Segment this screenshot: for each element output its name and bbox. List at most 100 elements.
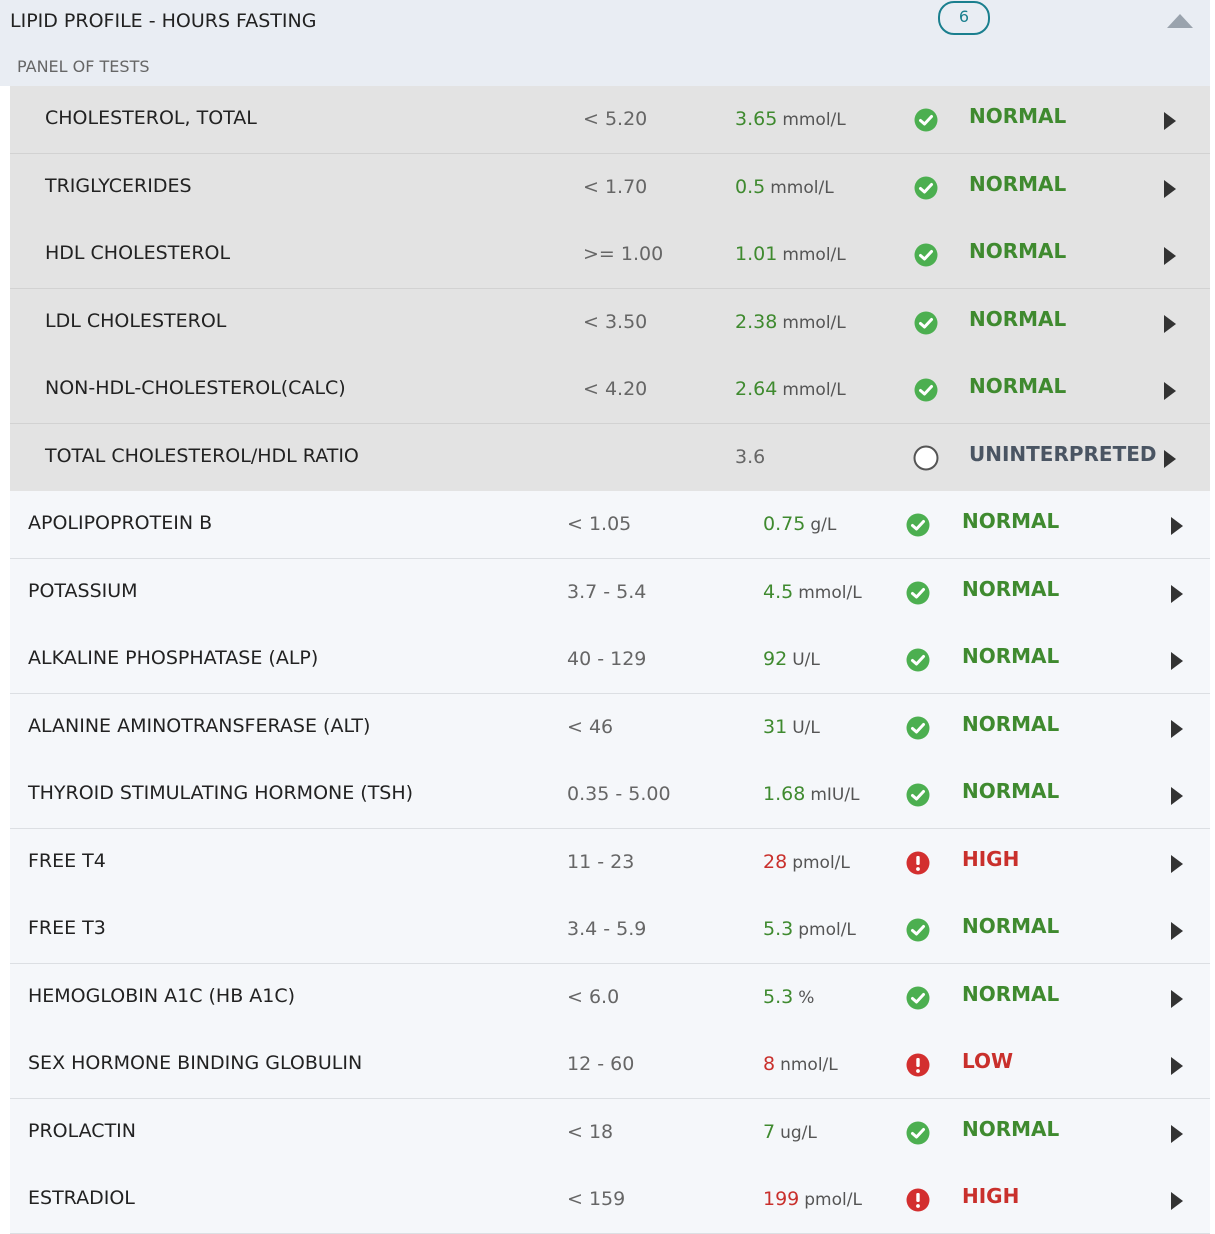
result-row[interactable]: ESTRADIOL < 159 199 pmol/L HIGH bbox=[10, 1166, 1210, 1234]
status-icon bbox=[914, 378, 938, 402]
value-number: 2.64 bbox=[735, 378, 778, 400]
panel-title: LIPID PROFILE - HOURS FASTING bbox=[10, 10, 317, 32]
status-icon bbox=[914, 176, 938, 199]
value-unit: mmol/L bbox=[798, 582, 862, 603]
status-label: HIGH bbox=[962, 1184, 1020, 1208]
status-label: NORMAL bbox=[962, 711, 1060, 736]
result-row[interactable]: FREE T4 11 - 23 28 pmol/L HIGH bbox=[10, 828, 1210, 897]
reference-range: 40 - 129 bbox=[567, 648, 647, 670]
row-arrow bbox=[1171, 1057, 1183, 1075]
reference-range: 0.35 - 5.00 bbox=[567, 783, 671, 805]
status-label: NORMAL bbox=[969, 374, 1067, 398]
test-name: THYROID STIMULATING HORMONE (TSH) bbox=[28, 782, 414, 804]
value-number: 7 bbox=[763, 1120, 776, 1143]
result-row[interactable]: NON-HDL-CHOLESTEROL(CALC) < 4.20 2.64 mmol/… bbox=[10, 356, 1210, 424]
status-label: UNINTERPRETED bbox=[969, 441, 1157, 466]
count-badge: 6 bbox=[938, 1, 990, 35]
status-icon bbox=[914, 243, 938, 267]
row-arrow bbox=[1171, 854, 1183, 873]
status-icon bbox=[913, 445, 939, 470]
result-row[interactable]: PROLACTIN < 18 7 ug/L NORMAL bbox=[10, 1098, 1210, 1167]
result-row[interactable]: SEX HORMONE BINDING GLOBULIN 12 - 60 8 nmol… bbox=[10, 1031, 1210, 1099]
status-icon bbox=[914, 108, 938, 132]
value-unit: nmol/L bbox=[780, 1055, 838, 1075]
result-value: 7 ug/L bbox=[763, 1121, 817, 1143]
test-name: ESTRADIOL bbox=[28, 1187, 135, 1209]
result-value: 3.6 bbox=[735, 446, 765, 468]
result-row[interactable]: TOTAL CHOLESTEROL/HDL RATIO 3.6 UNINTERPRE… bbox=[10, 423, 1210, 492]
result-row[interactable]: APOLIPOPROTEIN B < 1.05 0.75 g/L NORMAL bbox=[10, 491, 1210, 559]
result-value: 5.3 pmol/L bbox=[763, 918, 856, 940]
result-row[interactable]: POTASSIUM 3.7 - 5.4 4.5 mmol/L NORMAL bbox=[10, 558, 1210, 627]
value-number: 0.5 bbox=[735, 175, 766, 198]
row-arrow bbox=[1171, 719, 1183, 738]
result-value: 1.01 mmol/L bbox=[735, 243, 846, 265]
reference-range: < 159 bbox=[567, 1188, 626, 1210]
status-label: NORMAL bbox=[969, 171, 1067, 196]
status-label: NORMAL bbox=[962, 644, 1060, 668]
result-value: 31 U/L bbox=[763, 716, 820, 738]
reference-range: < 18 bbox=[567, 1120, 614, 1143]
status-label: NORMAL bbox=[969, 104, 1067, 128]
result-row[interactable]: FREE T3 3.4 - 5.9 5.3 pmol/L NORMAL bbox=[10, 896, 1210, 964]
row-arrow bbox=[1171, 1124, 1183, 1143]
status-label: NORMAL bbox=[962, 981, 1060, 1006]
value-unit: U/L bbox=[792, 717, 820, 738]
test-name: TRIGLYCERIDES bbox=[45, 174, 192, 197]
result-value: 0.5 mmol/L bbox=[735, 176, 834, 198]
row-arrow bbox=[1171, 922, 1183, 940]
row-arrow bbox=[1171, 787, 1183, 805]
result-value: 2.38 mmol/L bbox=[735, 311, 846, 333]
status-icon bbox=[914, 311, 938, 334]
status-icon bbox=[906, 851, 930, 874]
status-label: NORMAL bbox=[962, 509, 1060, 533]
test-name: PROLACTIN bbox=[28, 1119, 136, 1142]
result-value: 0.75 g/L bbox=[763, 513, 836, 535]
result-row[interactable]: ALKALINE PHOSPHATASE (ALP) 40 - 129 92 U/L N… bbox=[10, 626, 1210, 694]
result-row[interactable]: HEMOGLOBIN A1C (HB A1C) < 6.0 5.3% NORMAL bbox=[10, 963, 1210, 1032]
row-arrow bbox=[1171, 652, 1183, 670]
value-unit: ug/L bbox=[780, 1122, 817, 1143]
value-number: 3.6 bbox=[735, 445, 766, 468]
value-number: 1.01 bbox=[735, 243, 778, 265]
test-name: TOTAL CHOLESTEROL/HDL RATIO bbox=[45, 444, 359, 467]
status-label: HIGH bbox=[962, 846, 1020, 871]
result-value: 1.68 mIU/L bbox=[763, 783, 860, 805]
row-arrow bbox=[1164, 112, 1176, 130]
result-value: 2.64 mmol/L bbox=[735, 378, 846, 400]
result-row[interactable]: CHOLESTEROL, TOTAL < 5.20 3.65 mmol/L NORMAL bbox=[10, 86, 1210, 154]
reference-range: 3.4 - 5.9 bbox=[567, 918, 647, 940]
status-label: NORMAL bbox=[969, 306, 1067, 331]
row-arrow bbox=[1164, 179, 1176, 198]
result-row[interactable]: TRIGLYCERIDES < 1.70 0.5 mmol/L NORMAL bbox=[10, 153, 1210, 222]
result-value: 8 nmol/L bbox=[763, 1053, 838, 1075]
value-number: 0.75 bbox=[763, 513, 806, 535]
reference-range: < 3.50 bbox=[583, 310, 648, 333]
test-name: POTASSIUM bbox=[28, 579, 138, 602]
collapse-caret[interactable] bbox=[1166, 12, 1194, 30]
result-value: 3.65 mmol/L bbox=[735, 108, 846, 130]
status-icon bbox=[906, 1188, 930, 1212]
value-unit: mmol/L bbox=[770, 177, 834, 198]
test-name: ALANINE AMINOTRANSFERASE (ALT) bbox=[28, 714, 371, 737]
test-name: SEX HORMONE BINDING GLOBULIN bbox=[28, 1052, 363, 1074]
result-row[interactable]: HDL CHOLESTEROL >= 1.00 1.01 mmol/L NORMAL bbox=[10, 221, 1210, 289]
value-unit: mmol/L bbox=[782, 245, 846, 265]
panel-header[interactable]: LIPID PROFILE - HOURS FASTING 6 PANEL OF… bbox=[0, 0, 1210, 86]
value-number: 5.3 bbox=[763, 985, 794, 1008]
test-name: LDL CHOLESTEROL bbox=[45, 309, 227, 332]
value-unit: mmol/L bbox=[782, 312, 846, 333]
reference-range: < 1.70 bbox=[583, 175, 648, 198]
result-value: 4.5 mmol/L bbox=[763, 581, 862, 603]
value-unit: g/L bbox=[810, 515, 837, 535]
result-row[interactable]: ALANINE AMINOTRANSFERASE (ALT) < 46 31 U/L N… bbox=[10, 693, 1210, 762]
row-arrow bbox=[1171, 584, 1183, 603]
status-icon bbox=[906, 918, 930, 942]
result-row[interactable]: THYROID STIMULATING HORMONE (TSH) 0.35 - … bbox=[10, 761, 1210, 829]
test-name: FREE T3 bbox=[28, 917, 106, 939]
reference-range: < 1.05 bbox=[567, 513, 632, 535]
test-name: FREE T4 bbox=[28, 849, 106, 872]
result-row[interactable]: LDL CHOLESTEROL < 3.50 2.38 mmol/L NORMAL bbox=[10, 288, 1210, 357]
row-arrow bbox=[1171, 1192, 1183, 1210]
status-icon bbox=[906, 986, 930, 1009]
